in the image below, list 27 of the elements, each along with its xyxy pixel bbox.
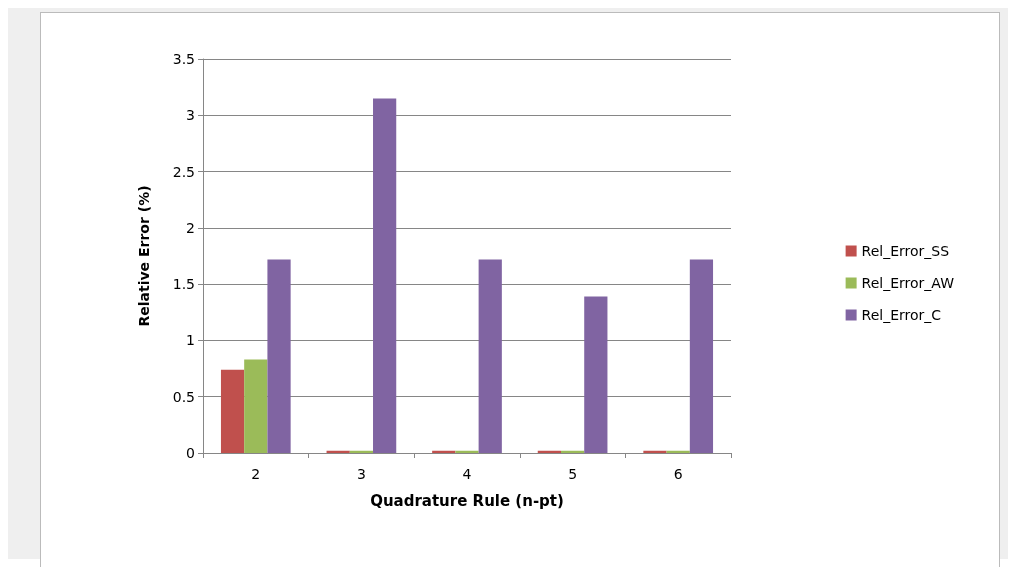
bar [220,369,245,453]
x-tick-label: 4 [462,466,472,482]
x-tick-label: 5 [568,466,578,482]
y-tick-label: 0 [186,445,195,461]
bar [643,450,667,453]
bar [244,359,268,453]
legend-label: Rel_Error_AW [861,275,955,291]
bar [455,450,479,453]
x-axis-title: Quadrature Rule (n-pt) [370,491,564,510]
y-tick-label: 3 [186,107,195,124]
bar [689,259,714,453]
x-tick-label: 3 [356,466,366,482]
y-tick-label: 0.5 [172,388,195,405]
x-tick-label: 2 [251,466,261,482]
y-tick-label: 1.5 [172,276,195,293]
y-tick-label: 1 [186,332,195,349]
y-tick-label: 2 [186,219,195,236]
y-axis-title: Relative Error (%) [136,185,152,327]
bar [267,259,291,453]
bar [584,296,608,453]
legend-label: Rel_Error_C [861,307,942,323]
bar [478,259,502,453]
legend-label: Rel_Error_SS [861,243,950,259]
y-tick-label: 2.5 [172,163,195,180]
y-tick-label: 3.5 [172,51,195,67]
bar [373,98,397,453]
x-tick-label: 6 [673,466,683,482]
